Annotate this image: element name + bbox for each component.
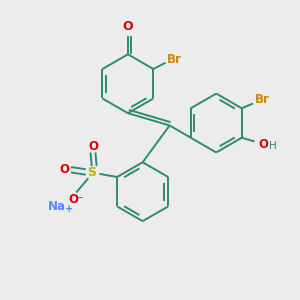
Text: Br: Br (255, 93, 270, 106)
Text: O: O (258, 138, 268, 151)
Text: O: O (123, 20, 133, 33)
Text: Na: Na (48, 200, 66, 213)
Text: Br: Br (167, 53, 182, 66)
Text: S: S (87, 166, 96, 178)
Text: O: O (68, 193, 78, 206)
Text: O: O (88, 140, 98, 153)
Text: O: O (59, 163, 69, 176)
Text: +: + (65, 204, 73, 214)
Text: H: H (269, 141, 277, 151)
Text: ⁻: ⁻ (77, 196, 83, 206)
